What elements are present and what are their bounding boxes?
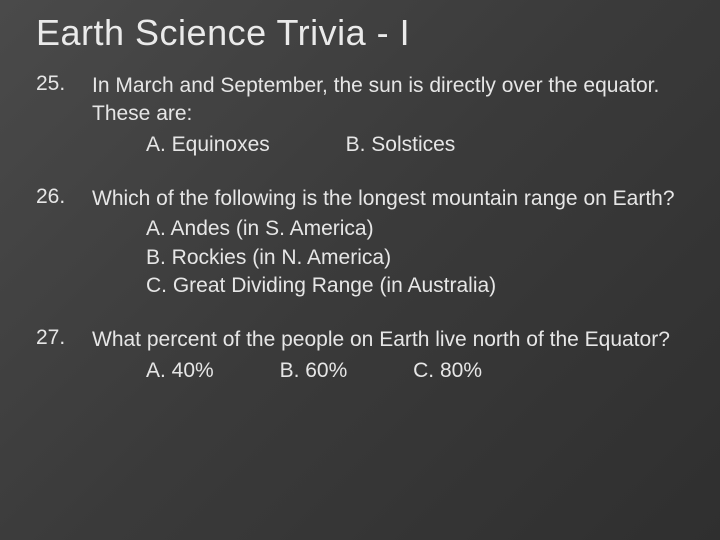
choices: A. Andes (in S. America) B. Rockies (in … bbox=[92, 215, 692, 300]
question-number: 25. bbox=[36, 72, 92, 96]
page-title: Earth Science Trivia - I bbox=[36, 12, 692, 54]
question-body: Which of the following is the longest mo… bbox=[92, 185, 692, 300]
question-stem: Which of the following is the longest mo… bbox=[92, 185, 692, 213]
choice-c: C. Great Dividing Range (in Australia) bbox=[146, 272, 692, 300]
choice-b: B. 60% bbox=[280, 357, 348, 385]
choices: A. Equinoxes B. Solstices bbox=[92, 131, 692, 159]
question-body: In March and September, the sun is direc… bbox=[92, 72, 692, 159]
question-27: 27. What percent of the people on Earth … bbox=[36, 326, 692, 385]
choices: A. 40% B. 60% C. 80% bbox=[92, 357, 692, 385]
slide: Earth Science Trivia - I 25. In March an… bbox=[0, 0, 720, 431]
choice-a: A. Equinoxes bbox=[146, 131, 270, 159]
question-number: 26. bbox=[36, 185, 92, 209]
question-stem: What percent of the people on Earth live… bbox=[92, 326, 692, 354]
choice-b: B. Solstices bbox=[346, 131, 456, 159]
choice-a: A. Andes (in S. America) bbox=[146, 215, 692, 243]
question-26: 26. Which of the following is the longes… bbox=[36, 185, 692, 300]
question-25: 25. In March and September, the sun is d… bbox=[36, 72, 692, 159]
question-number: 27. bbox=[36, 326, 92, 350]
question-stem: In March and September, the sun is direc… bbox=[92, 72, 692, 129]
choice-c: C. 80% bbox=[413, 357, 482, 385]
question-body: What percent of the people on Earth live… bbox=[92, 326, 692, 385]
choice-a: A. 40% bbox=[146, 357, 214, 385]
choice-b: B. Rockies (in N. America) bbox=[146, 244, 692, 272]
